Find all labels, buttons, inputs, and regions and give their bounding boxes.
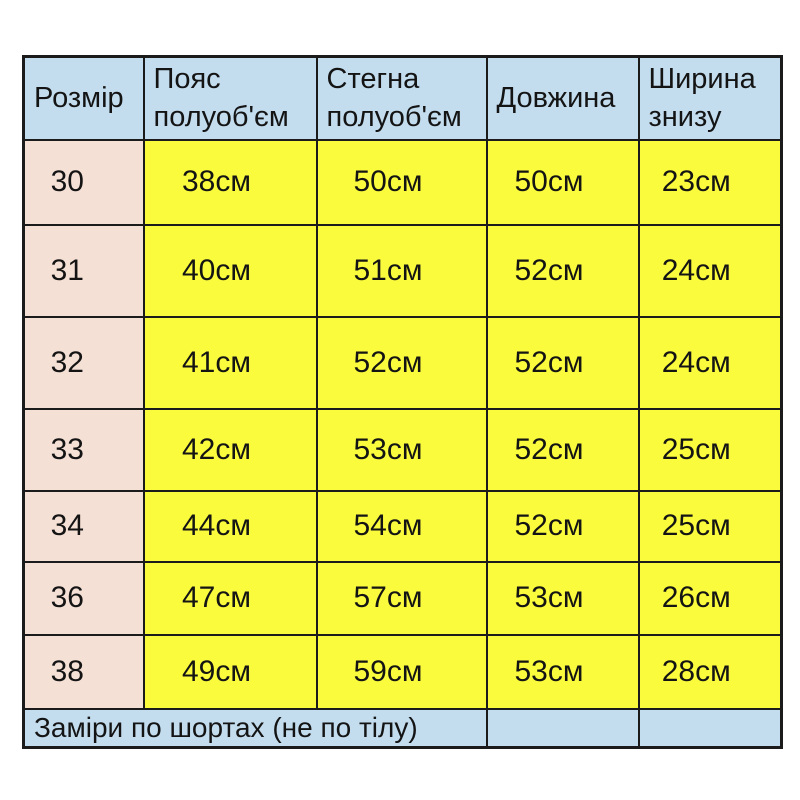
table-row: 32 41см 52см 52см 24см <box>22 315 783 410</box>
table-row: 31 40см 51см 52см 24см <box>22 223 783 318</box>
header-row: Розмір Пояс полуоб'єм Стегна полуоб'єм Д… <box>22 55 783 141</box>
bottom-width-cell: 24см <box>637 315 783 410</box>
bottom-width-cell: 25см <box>637 407 783 492</box>
hips-cell: 52см <box>315 315 488 410</box>
waist-cell: 42см <box>142 407 318 492</box>
size-cell: 38 <box>22 633 145 710</box>
size-cell: 33 <box>22 407 145 492</box>
length-cell: 52см <box>485 223 640 318</box>
waist-cell: 41см <box>142 315 318 410</box>
waist-cell: 44см <box>142 489 318 563</box>
column-header-hips: Стегна полуоб'єм <box>315 55 488 141</box>
length-cell: 53см <box>485 633 640 710</box>
size-chart-container: Розмір Пояс полуоб'єм Стегна полуоб'єм Д… <box>22 55 783 749</box>
waist-cell: 38см <box>142 138 318 226</box>
bottom-width-cell: 28см <box>637 633 783 710</box>
table-row: 30 38см 50см 50см 23см <box>22 138 783 226</box>
size-cell: 32 <box>22 315 145 410</box>
hips-cell: 50см <box>315 138 488 226</box>
column-header-length: Довжина <box>485 55 640 141</box>
length-cell: 52см <box>485 315 640 410</box>
waist-cell: 40см <box>142 223 318 318</box>
table-row: 33 42см 53см 52см 25см <box>22 407 783 492</box>
waist-cell: 47см <box>142 560 318 636</box>
size-cell: 31 <box>22 223 145 318</box>
length-cell: 50см <box>485 138 640 226</box>
bottom-width-cell: 23см <box>637 138 783 226</box>
footer-note: Заміри по шортах (не по тілу) <box>22 707 488 749</box>
length-cell: 52см <box>485 489 640 563</box>
hips-cell: 54см <box>315 489 488 563</box>
bottom-width-cell: 26см <box>637 560 783 636</box>
size-chart-table: Розмір Пояс полуоб'єм Стегна полуоб'єм Д… <box>22 55 783 749</box>
waist-cell: 49см <box>142 633 318 710</box>
hips-cell: 57см <box>315 560 488 636</box>
length-cell: 52см <box>485 407 640 492</box>
hips-cell: 53см <box>315 407 488 492</box>
length-cell: 53см <box>485 560 640 636</box>
table-row: 34 44см 54см 52см 25см <box>22 489 783 563</box>
bottom-width-cell: 24см <box>637 223 783 318</box>
footer-empty-cell <box>637 707 783 749</box>
footer-empty-cell <box>485 707 640 749</box>
table-row: 38 49см 59см 53см 28см <box>22 633 783 710</box>
size-cell: 36 <box>22 560 145 636</box>
column-header-bottom-width: Ширина знизу <box>637 55 783 141</box>
footer-row: Заміри по шортах (не по тілу) <box>22 707 783 749</box>
hips-cell: 51см <box>315 223 488 318</box>
size-cell: 30 <box>22 138 145 226</box>
table-row: 36 47см 57см 53см 26см <box>22 560 783 636</box>
hips-cell: 59см <box>315 633 488 710</box>
column-header-waist: Пояс полуоб'єм <box>142 55 318 141</box>
column-header-size: Розмір <box>22 55 145 141</box>
size-cell: 34 <box>22 489 145 563</box>
bottom-width-cell: 25см <box>637 489 783 563</box>
